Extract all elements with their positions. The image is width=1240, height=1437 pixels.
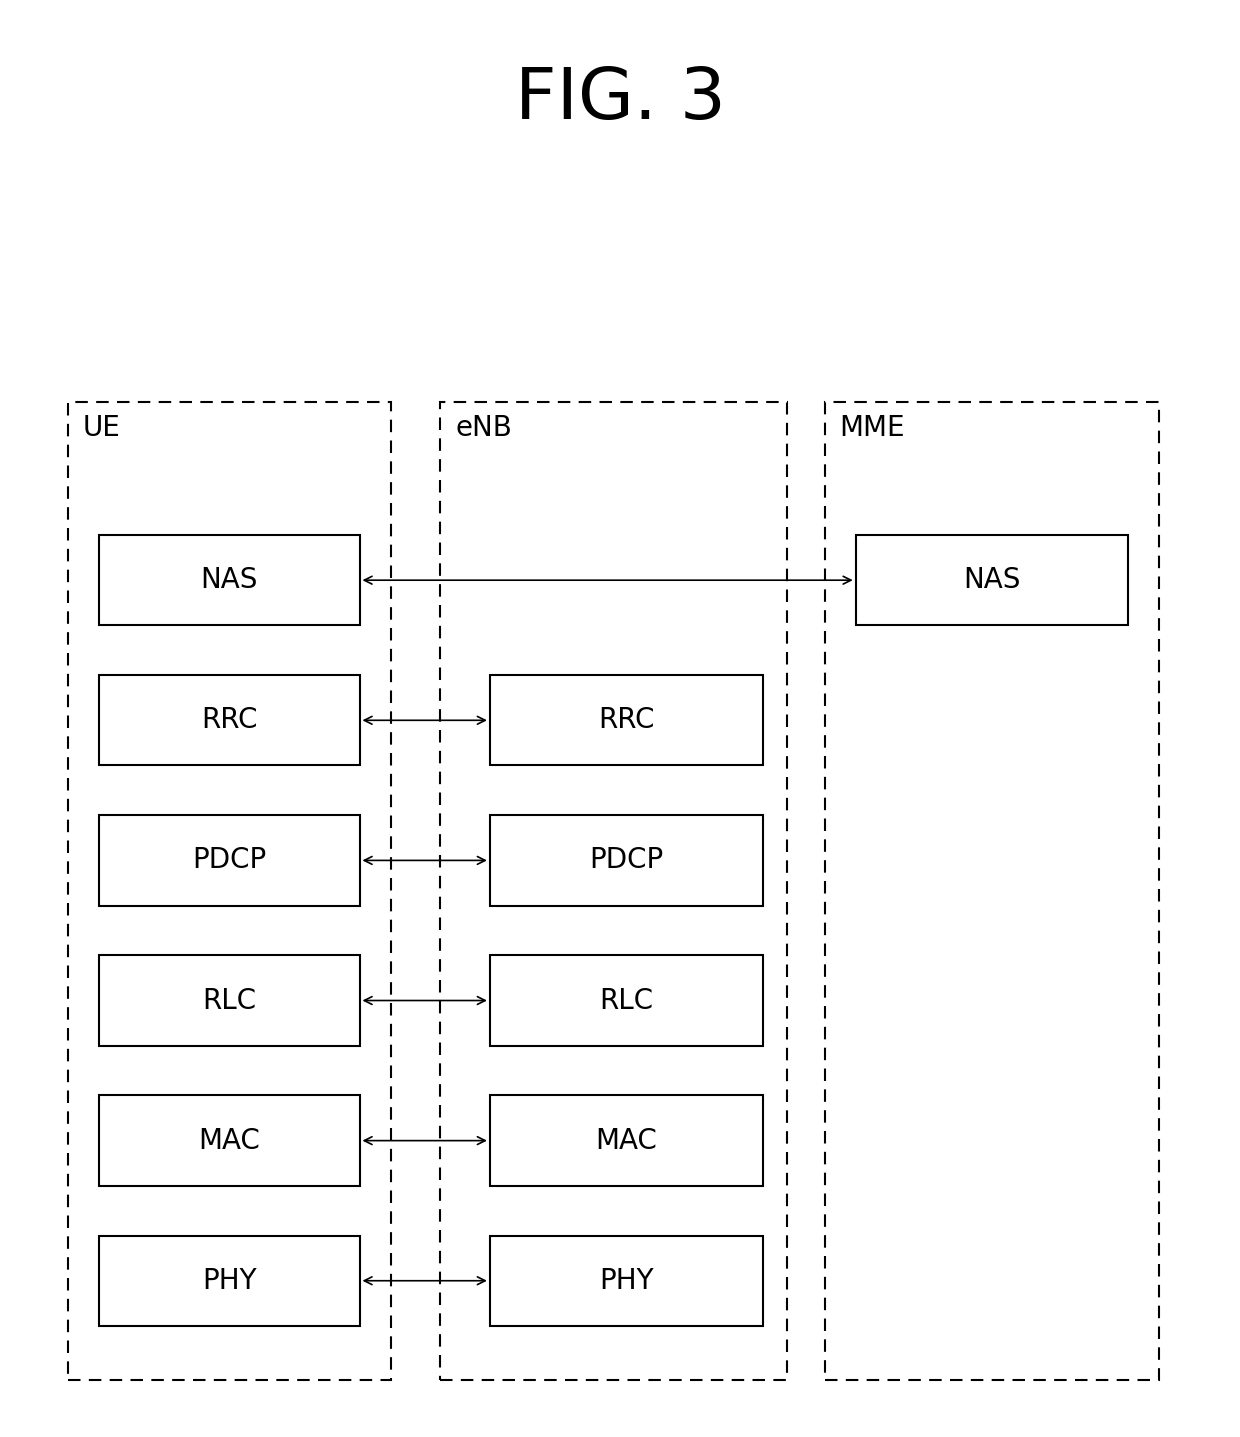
Text: MME: MME bbox=[839, 414, 905, 441]
Text: NAS: NAS bbox=[201, 566, 258, 593]
Text: NAS: NAS bbox=[963, 566, 1021, 593]
Bar bbox=[99, 535, 360, 625]
Bar bbox=[490, 675, 763, 766]
Text: UE: UE bbox=[83, 414, 122, 441]
Bar bbox=[440, 402, 787, 1380]
Bar bbox=[825, 402, 1159, 1380]
Text: RLC: RLC bbox=[202, 987, 257, 1015]
Bar bbox=[99, 1095, 360, 1186]
Text: PDCP: PDCP bbox=[192, 846, 267, 874]
Bar bbox=[490, 1236, 763, 1326]
Bar bbox=[490, 815, 763, 905]
Text: PHY: PHY bbox=[202, 1267, 257, 1295]
Text: FIG. 3: FIG. 3 bbox=[515, 65, 725, 134]
Text: MAC: MAC bbox=[595, 1127, 657, 1154]
Bar bbox=[99, 956, 360, 1046]
Text: MAC: MAC bbox=[198, 1127, 260, 1154]
Bar bbox=[490, 1095, 763, 1186]
Text: RRC: RRC bbox=[201, 707, 258, 734]
Bar bbox=[68, 402, 391, 1380]
Text: RRC: RRC bbox=[598, 707, 655, 734]
Bar bbox=[99, 675, 360, 766]
Bar bbox=[856, 535, 1128, 625]
Text: PHY: PHY bbox=[599, 1267, 653, 1295]
Text: PDCP: PDCP bbox=[589, 846, 663, 874]
Bar bbox=[99, 815, 360, 905]
Text: eNB: eNB bbox=[455, 414, 512, 441]
Text: RLC: RLC bbox=[599, 987, 653, 1015]
Bar bbox=[490, 956, 763, 1046]
Bar bbox=[99, 1236, 360, 1326]
